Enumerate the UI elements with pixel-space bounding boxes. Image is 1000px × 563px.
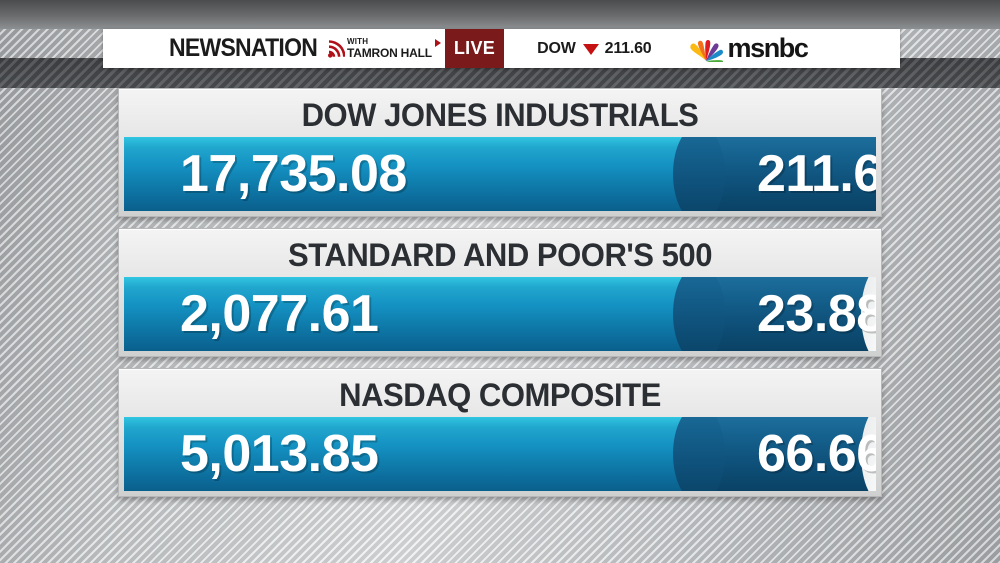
index-name: STANDARD AND POOR'S 500 xyxy=(288,237,712,273)
index-change-segment: 23.88 xyxy=(673,277,876,351)
index-card: DOW JONES INDUSTRIALS 17,735.08 211.60 xyxy=(118,88,882,217)
index-card: NASDAQ COMPOSITE 5,013.85 66.66 xyxy=(118,368,882,497)
host-name: TAMRON HALL xyxy=(346,46,432,60)
index-values-bar: 17,735.08 211.60 xyxy=(124,137,876,211)
down-triangle-icon xyxy=(582,44,599,55)
ticker-change: 211.60 xyxy=(604,39,652,57)
newsnation-logo: NEWSNATION WITH TAMRON HALL xyxy=(169,29,444,68)
index-values-bar: 5,013.85 66.66 xyxy=(124,417,876,491)
index-values-bar: 2,077.61 23.88 xyxy=(124,277,876,351)
index-value-segment: 5,013.85 xyxy=(124,417,727,491)
index-name: DOW JONES INDUSTRIALS xyxy=(301,97,699,133)
index-value: 17,735.08 xyxy=(180,145,407,203)
network-banner: NEWSNATION WITH TAMRON HALL LIVE DOW 211… xyxy=(103,29,900,68)
with-label: WITH xyxy=(346,37,369,46)
ticker-symbol: DOW xyxy=(537,39,576,57)
play-triangle-icon xyxy=(434,39,441,47)
index-value: 2,077.61 xyxy=(180,285,379,343)
top-background-band xyxy=(0,0,1000,29)
index-change-segment: 211.60 xyxy=(672,137,876,211)
host-credit: WITH TAMRON HALL xyxy=(346,37,432,60)
dow-ticker: DOW 211.60 xyxy=(537,39,652,58)
newsnation-wordmark: NEWSNATION xyxy=(169,34,318,62)
msnbc-wordmark: msnbc xyxy=(727,33,808,63)
index-value-segment: 17,735.08 xyxy=(124,137,727,211)
index-change: 211.60 xyxy=(757,145,876,203)
index-change: 23.88 xyxy=(757,285,876,343)
index-value-segment: 2,077.61 xyxy=(124,277,727,351)
index-name: NASDAQ COMPOSITE xyxy=(339,377,661,413)
index-change-segment: 66.66 xyxy=(673,417,876,491)
nbc-peacock-icon xyxy=(689,36,724,62)
index-card-list: DOW JONES INDUSTRIALS 17,735.08 211.60 S… xyxy=(118,88,882,508)
index-change: 66.66 xyxy=(757,425,876,483)
index-card: STANDARD AND POOR'S 500 2,077.61 23.88 xyxy=(118,228,882,357)
wifi-signal-icon xyxy=(327,39,345,58)
live-badge: LIVE xyxy=(444,29,505,68)
index-value: 5,013.85 xyxy=(180,425,379,483)
msnbc-logo: msnbc xyxy=(689,33,809,63)
